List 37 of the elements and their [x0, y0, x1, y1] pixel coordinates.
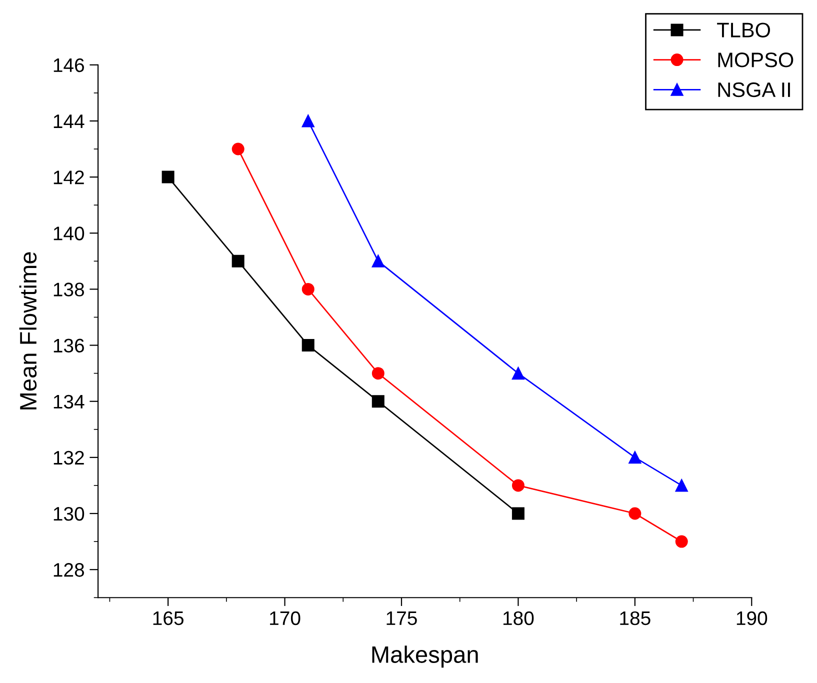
y-tick-label: 132 — [54, 450, 84, 465]
point — [302, 339, 314, 352]
point — [372, 254, 384, 268]
y-tick-label: 130 — [54, 506, 84, 521]
point — [512, 507, 524, 520]
y-tick-label: 136 — [54, 338, 84, 353]
point — [675, 535, 688, 548]
y-tick-label: 138 — [54, 282, 84, 296]
point — [512, 479, 524, 492]
x-tick-label: 185 — [620, 611, 650, 626]
point — [628, 507, 642, 520]
x-tick-label: 165 — [153, 611, 184, 626]
y-tick-label: 140 — [54, 226, 84, 240]
point — [675, 479, 688, 492]
y-axis-title: Mean Flowtime — [19, 252, 37, 410]
y-tick-label: 142 — [54, 170, 84, 184]
legend-label: NSGA II — [718, 82, 790, 98]
point — [162, 170, 174, 184]
y-tick-label: 146 — [54, 58, 84, 72]
point — [302, 282, 314, 296]
x-tick-label: 180 — [503, 611, 534, 626]
legend-label: TLBO — [717, 22, 770, 38]
point — [512, 367, 524, 380]
x-axis-title: Makespan — [372, 646, 478, 668]
point — [232, 142, 244, 156]
x-tick-label: 170 — [270, 611, 300, 626]
point — [232, 254, 244, 268]
y-tick-label: 128 — [54, 563, 84, 577]
x-tick-label: 190 — [736, 611, 768, 626]
legend-label: MOPSO — [718, 52, 794, 68]
y-tick-label: 134 — [54, 394, 84, 409]
x-tick-label: 175 — [386, 612, 417, 626]
point — [372, 395, 384, 408]
point — [302, 114, 314, 128]
point — [628, 451, 642, 464]
point — [372, 367, 384, 380]
y-tick-label: 144 — [54, 114, 84, 128]
